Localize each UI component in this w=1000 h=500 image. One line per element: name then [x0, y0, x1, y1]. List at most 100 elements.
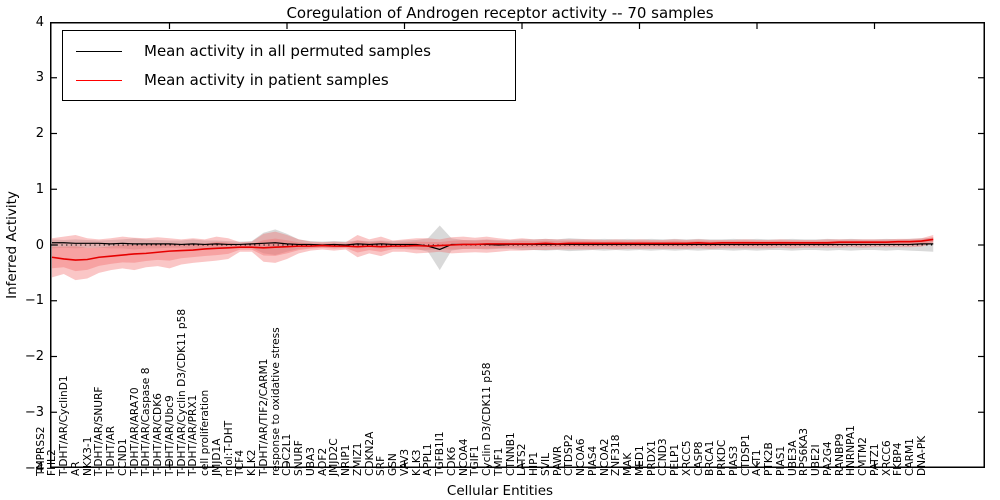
axes-frame [50, 22, 985, 468]
x-category-label: T-DHT/AR/Caspase 8 [140, 367, 153, 476]
x-category-label: CDC2L1 [281, 433, 294, 476]
x-category-label: UBE2I [810, 444, 822, 476]
x-category-label: NCOA4 [457, 438, 470, 476]
x-category-label: mol:T-DHT [222, 420, 235, 476]
x-category-label: FHL2 [46, 449, 59, 476]
x-category-label: CTNNB1 [504, 432, 517, 476]
legend-label-patient: Mean activity in patient samples [144, 71, 389, 89]
x-category-label: KLK2 [246, 449, 258, 476]
x-category-label: XRCC5 [680, 440, 693, 476]
x-category-label: FKBP4 [892, 442, 905, 476]
chart-canvas [50, 21, 985, 469]
x-category-label: HIP1 [528, 451, 540, 476]
x-category-label: BRCA1 [704, 440, 717, 477]
legend-box: Mean activity in all permuted samples Me… [62, 30, 516, 101]
legend-line-permuted [76, 50, 122, 52]
x-category-label: GSN [387, 453, 399, 476]
x-category-label: SNURF [293, 440, 305, 476]
x-category-label: TGFB1I1 [434, 431, 446, 476]
x-category-label: RPS6KA3 [798, 428, 811, 476]
x-category-label: AR [69, 461, 82, 476]
x-category-label: T-DHT/AR/TIF2/CARM1 [257, 358, 270, 476]
y-tick-label: −1 [24, 293, 44, 309]
x-category-label: NCOA6 [575, 438, 587, 476]
x-category-label: UBE3A [786, 440, 799, 476]
x-category-label: PATZ1 [868, 443, 881, 476]
x-category-label: PIAS4 [586, 445, 599, 476]
x-category-label: LATS2 [516, 443, 529, 476]
permuted-band [52, 225, 934, 271]
y-tick-label: −3 [24, 404, 44, 420]
x-category-label: ZMIZ1 [351, 442, 364, 476]
y-tick-label: −2 [24, 349, 44, 364]
legend-entry-permuted: Mean activity in all permuted samples [63, 42, 515, 60]
x-category-label: SVIL [539, 453, 552, 476]
x-category-label: T-DHT/AR [105, 425, 117, 476]
x-axis-label: Cellular Entities [446, 483, 554, 499]
x-category-label: SRF [375, 455, 388, 476]
x-category-label: PELP1 [669, 443, 681, 476]
y-tick-label: 2 [35, 126, 44, 141]
x-category-label: DNA-PK [915, 435, 928, 476]
x-category-label: T-DHT/AR/Cyclin D3/CDK11 p58 [175, 308, 188, 476]
x-category-label: VAV3 [398, 448, 411, 476]
chart-title: Coregulation of Androgen receptor activi… [286, 4, 714, 22]
x-category-label: T-DHT/AR/PRX1 [187, 394, 200, 476]
x-category-label: XRCC6 [880, 440, 893, 476]
x-category-label: PA2G4 [821, 441, 834, 476]
legend-line-patient [76, 79, 122, 81]
x-category-label: ZNF318 [610, 434, 623, 477]
x-category-label: T-DHT/AR/ARA70 [128, 387, 141, 476]
patient-mean-line [51, 238, 934, 261]
x-category-label: PRKDC [716, 439, 728, 476]
x-category-label: NCOA2 [598, 438, 611, 476]
x-category-label: APPL1 [422, 443, 435, 476]
x-category-label: CASP8 [692, 441, 705, 477]
x-category-label: TMPRSS2 [34, 426, 47, 476]
x-category-label: TGIF1 [469, 445, 482, 476]
x-category-label: HNRNPA1 [845, 425, 858, 476]
y-tick-label: 3 [35, 70, 44, 86]
x-category-label: T-DHT/AR/Ubc9 [163, 395, 176, 476]
x-category-label: MAK [622, 452, 634, 476]
y-tick-label: 0 [35, 237, 44, 253]
x-category-label: PTK2B [763, 442, 775, 476]
x-category-label: PIAS3 [727, 445, 740, 476]
y-tick-label: 4 [35, 14, 44, 30]
x-category-label: T-DHT/AR/CyclinD1 [58, 375, 70, 476]
plot-area [50, 21, 985, 469]
x-category-label: CCND1 [116, 438, 129, 476]
x-category-label: CARM1 [904, 438, 916, 476]
x-category-label: response to oxidative stress [269, 327, 282, 476]
x-category-label: T-DHT/AR/SNURF [93, 386, 106, 476]
x-category-label: CDK6 [445, 446, 458, 476]
x-category-label: JMJD2C [328, 438, 341, 476]
x-category-label: NRIP1 [340, 444, 352, 476]
x-category-label: JMJD1A [210, 438, 223, 476]
x-category-label: KLK3 [410, 449, 423, 476]
x-category-label: AOF2 [316, 447, 329, 476]
x-category-label: Cyclin D3/CDK11 p58 [481, 362, 493, 476]
x-category-label: CDKN2A [363, 431, 376, 476]
patient-band-inner [52, 236, 934, 272]
x-category-label: CMTM2 [857, 437, 869, 476]
x-category-label: T-DHT/AR/CDK6 [152, 393, 164, 476]
legend-entry-patient: Mean activity in patient samples [63, 71, 515, 89]
x-category-label: PAWR [551, 445, 564, 476]
x-category-label: PRDX1 [645, 440, 658, 476]
x-category-label: RANBP9 [833, 433, 846, 477]
legend-label-permuted: Mean activity in all permuted samples [144, 42, 431, 60]
x-category-label: UBA3 [304, 446, 317, 476]
x-category-label: CTDSP1 [739, 434, 752, 476]
x-category-label: CCND3 [657, 438, 670, 476]
y-tick-label: −4 [24, 460, 44, 476]
x-category-label: NKX3-1 [81, 436, 94, 476]
x-category-label: TMF1 [492, 447, 505, 476]
x-category-label: AKT1 [751, 449, 764, 476]
x-category-label: MED1 [633, 445, 646, 476]
x-category-label: PIAS1 [774, 445, 787, 476]
x-category-label: CTDSP2 [563, 434, 576, 476]
permuted-mean-line [52, 242, 934, 251]
y-tick-label: 1 [35, 181, 44, 197]
